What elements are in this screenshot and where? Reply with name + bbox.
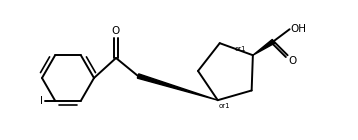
Text: OH: OH [291, 24, 306, 34]
Polygon shape [253, 39, 275, 55]
Text: I: I [40, 95, 43, 106]
Text: or1: or1 [235, 46, 247, 52]
Text: O: O [112, 26, 120, 36]
Polygon shape [137, 74, 218, 100]
Text: O: O [289, 56, 297, 66]
Text: or1: or1 [219, 103, 230, 109]
